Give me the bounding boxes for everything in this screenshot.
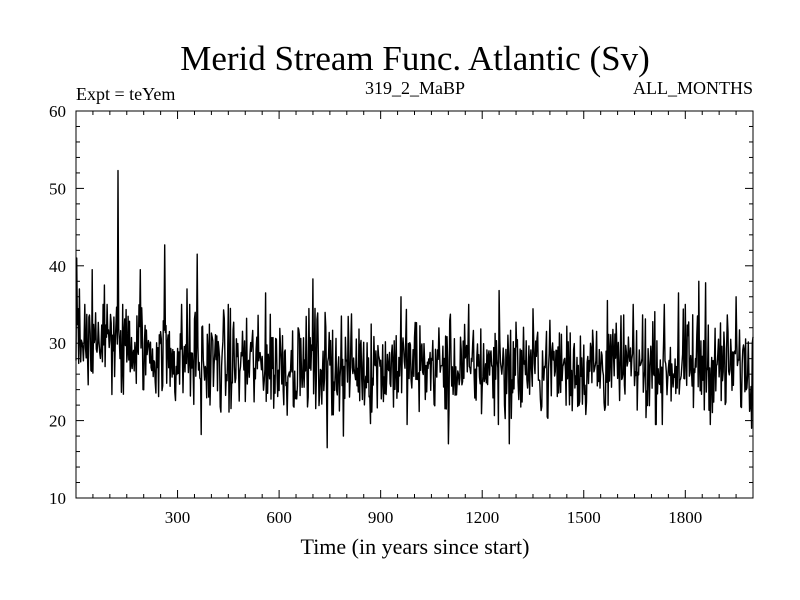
x-tick-label: 1800: [668, 508, 702, 527]
x-tick-label: 300: [165, 508, 191, 527]
months-label: ALL_MONTHS: [633, 78, 753, 98]
y-tick-labels: 10 20 30 40 50 60: [49, 102, 66, 508]
x-tick-label: 1500: [567, 508, 601, 527]
plot-frame: [75, 110, 754, 499]
x-tick-label: 600: [266, 508, 292, 527]
y-tick-label: 20: [49, 412, 66, 431]
y-tick-label: 50: [49, 179, 66, 198]
x-tick-label: 900: [368, 508, 394, 527]
experiment-label: Expt = teYem: [76, 84, 175, 104]
y-tick-label: 30: [49, 334, 66, 353]
y-tick-label: 40: [49, 257, 66, 276]
y-tick-label: 60: [49, 102, 66, 121]
y-tick-label: 10: [49, 489, 66, 508]
run-id-label: 319_2_MaBP: [365, 78, 465, 98]
x-axis-label: Time (in years since start): [301, 534, 530, 559]
x-tick-label: 1200: [465, 508, 499, 527]
x-tick-labels: 300 600 900 1200 1500 1800: [165, 508, 702, 527]
series-line: [75, 169, 754, 449]
axis-ticks: [76, 111, 753, 498]
chart-title: Merid Stream Func. Atlantic (Sv): [180, 39, 650, 78]
series-line-layer: [75, 169, 754, 449]
